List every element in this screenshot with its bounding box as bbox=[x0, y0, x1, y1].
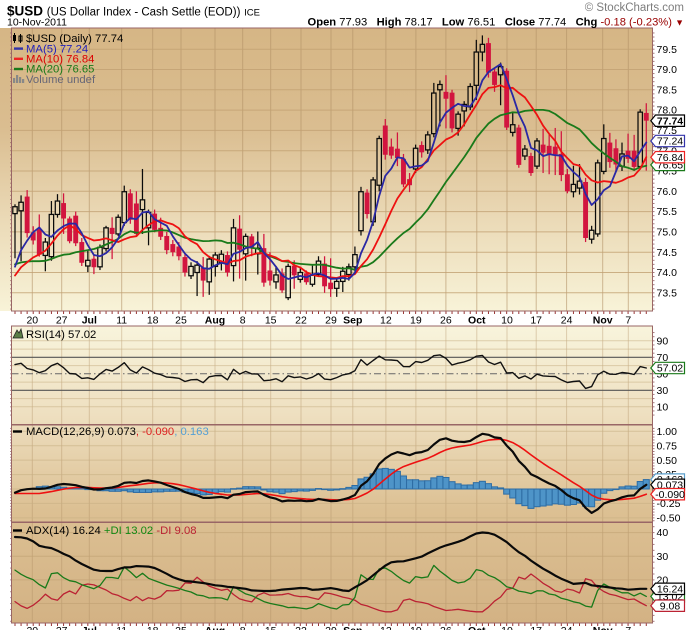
svg-text:18: 18 bbox=[147, 625, 159, 630]
svg-text:74.5: 74.5 bbox=[657, 247, 678, 259]
svg-text:15: 15 bbox=[265, 315, 277, 327]
svg-text:30: 30 bbox=[657, 551, 669, 563]
svg-text:19: 19 bbox=[410, 625, 422, 630]
svg-text:11: 11 bbox=[116, 315, 127, 327]
svg-text:Aug: Aug bbox=[205, 315, 225, 327]
svg-text:MA(5) 77.24: MA(5) 77.24 bbox=[26, 43, 88, 55]
svg-text:27: 27 bbox=[56, 315, 68, 327]
svg-text:79.0: 79.0 bbox=[657, 64, 678, 76]
svg-text:8: 8 bbox=[240, 315, 246, 327]
svg-text:RSI(14) 57.02: RSI(14) 57.02 bbox=[26, 329, 96, 341]
svg-text:12: 12 bbox=[380, 625, 392, 630]
svg-text:17: 17 bbox=[530, 315, 542, 327]
svg-text:Oct: Oct bbox=[468, 625, 486, 630]
svg-text:© StockCharts.com: © StockCharts.com bbox=[585, 2, 684, 14]
svg-text:MA(10) 76.84: MA(10) 76.84 bbox=[26, 54, 94, 66]
svg-text:19: 19 bbox=[410, 315, 422, 327]
svg-text:77.5: 77.5 bbox=[657, 125, 678, 137]
svg-text:22: 22 bbox=[295, 315, 307, 327]
svg-text:25: 25 bbox=[175, 625, 187, 630]
svg-text:57.02: 57.02 bbox=[657, 363, 683, 375]
svg-text:12: 12 bbox=[380, 315, 392, 327]
svg-text:27: 27 bbox=[56, 625, 68, 630]
svg-text:50: 50 bbox=[657, 368, 669, 380]
svg-text:Aug: Aug bbox=[205, 625, 225, 630]
svg-text:40: 40 bbox=[657, 527, 669, 539]
svg-text:Sep: Sep bbox=[343, 625, 362, 630]
svg-text:Nov: Nov bbox=[593, 315, 613, 327]
svg-text:78.5: 78.5 bbox=[657, 84, 678, 96]
svg-text:0.50: 0.50 bbox=[657, 455, 678, 467]
svg-text:22: 22 bbox=[295, 625, 307, 630]
svg-text:79.5: 79.5 bbox=[657, 44, 678, 56]
svg-text:20: 20 bbox=[26, 625, 38, 630]
svg-text:9.08: 9.08 bbox=[660, 600, 681, 612]
svg-text:Jul: Jul bbox=[82, 625, 97, 630]
svg-text:15: 15 bbox=[265, 625, 277, 630]
svg-text:ADX(14) 16.24 +DI 13.02 -DI 9.: ADX(14) 16.24 +DI 13.02 -DI 9.08 bbox=[26, 525, 197, 537]
svg-text:76.0: 76.0 bbox=[657, 186, 678, 198]
svg-text:MACD(12,26,9) 0.073, -0.090, 0: MACD(12,26,9) 0.073, -0.090, 0.163 bbox=[26, 426, 209, 438]
svg-text:16.24: 16.24 bbox=[657, 583, 683, 595]
svg-text:18: 18 bbox=[147, 315, 159, 327]
svg-text:24: 24 bbox=[561, 625, 573, 630]
svg-text:73.5: 73.5 bbox=[657, 287, 678, 299]
svg-text:78.0: 78.0 bbox=[657, 105, 678, 117]
svg-text:20: 20 bbox=[657, 575, 669, 587]
svg-text:29: 29 bbox=[325, 315, 337, 327]
svg-text:Oct: Oct bbox=[468, 315, 486, 327]
svg-text:24: 24 bbox=[561, 315, 573, 327]
svg-text:$USD (US Dollar Index - Cash S: $USD (US Dollar Index - Cash Settle (EOD… bbox=[7, 4, 260, 19]
svg-text:-0.50: -0.50 bbox=[657, 513, 681, 525]
svg-text:74.0: 74.0 bbox=[657, 267, 678, 279]
svg-text:77.74: 77.74 bbox=[657, 115, 683, 127]
svg-text:70: 70 bbox=[657, 352, 669, 364]
svg-text:Sep: Sep bbox=[343, 315, 362, 327]
svg-text:26: 26 bbox=[440, 625, 452, 630]
svg-text:1.00: 1.00 bbox=[657, 426, 678, 438]
svg-text:30: 30 bbox=[657, 385, 669, 397]
svg-text:Open 77.93 High 78.17 Low: Open 77.93 High 78.17 Low 76.51 Close 77… bbox=[308, 17, 684, 29]
svg-text:-0.25: -0.25 bbox=[657, 498, 681, 510]
svg-text:0.75: 0.75 bbox=[657, 440, 678, 452]
svg-text:10-Nov-2011: 10-Nov-2011 bbox=[7, 17, 67, 29]
svg-text:Nov: Nov bbox=[593, 625, 613, 630]
svg-text:11: 11 bbox=[116, 625, 127, 630]
svg-text:10: 10 bbox=[501, 315, 513, 327]
svg-text:MA(20) 76.65: MA(20) 76.65 bbox=[26, 64, 94, 76]
svg-text:$USD (Daily) 77.74: $USD (Daily) 77.74 bbox=[26, 33, 123, 45]
svg-text:Jul: Jul bbox=[82, 315, 97, 327]
svg-text:10: 10 bbox=[657, 401, 669, 413]
svg-text:Volume undef: Volume undef bbox=[26, 74, 96, 86]
svg-text:-0.090: -0.090 bbox=[655, 489, 685, 501]
svg-text:7: 7 bbox=[625, 315, 631, 327]
svg-text:7: 7 bbox=[625, 625, 631, 630]
svg-text:75.5: 75.5 bbox=[657, 206, 678, 218]
svg-text:90: 90 bbox=[657, 335, 669, 347]
svg-text:26: 26 bbox=[440, 315, 452, 327]
svg-text:76.84: 76.84 bbox=[657, 152, 683, 164]
svg-text:10: 10 bbox=[501, 625, 513, 630]
svg-text:29: 29 bbox=[325, 625, 337, 630]
svg-text:75.0: 75.0 bbox=[657, 227, 678, 239]
svg-text:8: 8 bbox=[240, 625, 246, 630]
svg-text:20: 20 bbox=[26, 315, 38, 327]
svg-text:17: 17 bbox=[530, 625, 542, 630]
svg-text:77.24: 77.24 bbox=[657, 136, 683, 148]
svg-text:25: 25 bbox=[175, 315, 187, 327]
